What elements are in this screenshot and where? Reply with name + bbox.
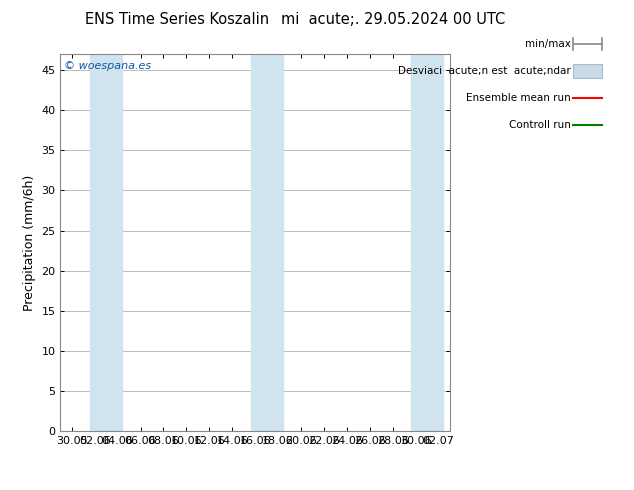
Text: min/max: min/max (525, 39, 571, 49)
Text: © woespana.es: © woespana.es (64, 61, 152, 72)
Bar (572, 54, 604, 431)
Bar (250, 54, 283, 431)
Text: mi  acute;. 29.05.2024 00 UTC: mi acute;. 29.05.2024 00 UTC (281, 12, 505, 27)
Text: ENS Time Series Koszalin: ENS Time Series Koszalin (86, 12, 269, 27)
Y-axis label: Precipitation (mm/6h): Precipitation (mm/6h) (23, 174, 36, 311)
Text: Desviaci  acute;n est  acute;ndar: Desviaci acute;n est acute;ndar (398, 66, 571, 76)
Text: Controll run: Controll run (508, 120, 571, 130)
Bar (90, 54, 122, 431)
Bar (411, 54, 443, 431)
Text: Ensemble mean run: Ensemble mean run (466, 93, 571, 103)
